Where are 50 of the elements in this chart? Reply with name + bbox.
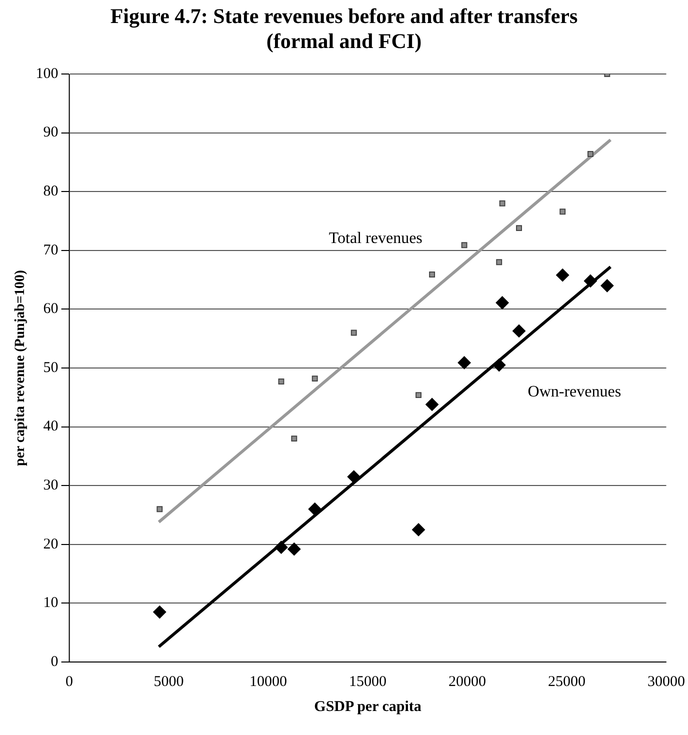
y-axis-title: per capita revenue (Punjab=100) bbox=[13, 270, 28, 466]
x-tick-label: 5000 bbox=[154, 674, 184, 690]
y-tick-label: 70 bbox=[43, 242, 58, 259]
point bbox=[347, 470, 360, 484]
point bbox=[350, 330, 357, 336]
point bbox=[499, 200, 506, 207]
point bbox=[278, 378, 284, 385]
y-tick-label: 20 bbox=[43, 536, 58, 553]
y-tick-label: 30 bbox=[43, 478, 58, 494]
point bbox=[412, 524, 426, 537]
point bbox=[512, 324, 526, 338]
point bbox=[587, 151, 594, 158]
point bbox=[156, 506, 163, 512]
point bbox=[429, 272, 436, 278]
point bbox=[308, 502, 322, 516]
x-tick-label: 0 bbox=[66, 674, 74, 690]
x-tick-label: 20000 bbox=[448, 674, 486, 690]
point bbox=[461, 242, 468, 248]
point bbox=[496, 296, 509, 310]
point bbox=[416, 392, 422, 398]
text: Total revenues bbox=[328, 230, 422, 248]
y-tick-label: 80 bbox=[43, 184, 58, 200]
point bbox=[556, 268, 570, 282]
point bbox=[153, 606, 166, 619]
y-tick-label: 50 bbox=[43, 360, 58, 376]
y-tick-label: 60 bbox=[43, 302, 58, 318]
point bbox=[274, 541, 288, 554]
point bbox=[426, 398, 439, 412]
x-axis-title: GSDP per capita bbox=[314, 699, 422, 716]
y-tick-label: 90 bbox=[43, 125, 58, 142]
point bbox=[288, 542, 301, 556]
y-tick-label: 100 bbox=[36, 66, 58, 82]
x-tick-label: 25000 bbox=[548, 674, 586, 690]
point bbox=[600, 280, 614, 293]
x-tick-label: 30000 bbox=[648, 674, 685, 690]
point bbox=[516, 225, 522, 232]
text: Own-revenues bbox=[528, 384, 622, 401]
y-tick-label: 40 bbox=[43, 419, 58, 436]
y-tick-label: 10 bbox=[43, 596, 58, 612]
point bbox=[492, 358, 506, 372]
x-tick-label: 10000 bbox=[250, 674, 288, 690]
chart-title: Figure 4.7: State revenues before and after transfers (formal and FCI) bbox=[109, 4, 579, 54]
point bbox=[458, 356, 471, 370]
point bbox=[312, 376, 318, 382]
x-tick-label: 15000 bbox=[349, 674, 387, 690]
point bbox=[496, 260, 502, 266]
point bbox=[584, 274, 597, 288]
point bbox=[291, 436, 298, 442]
point bbox=[560, 208, 566, 215]
y-tick-label: 0 bbox=[50, 654, 58, 670]
